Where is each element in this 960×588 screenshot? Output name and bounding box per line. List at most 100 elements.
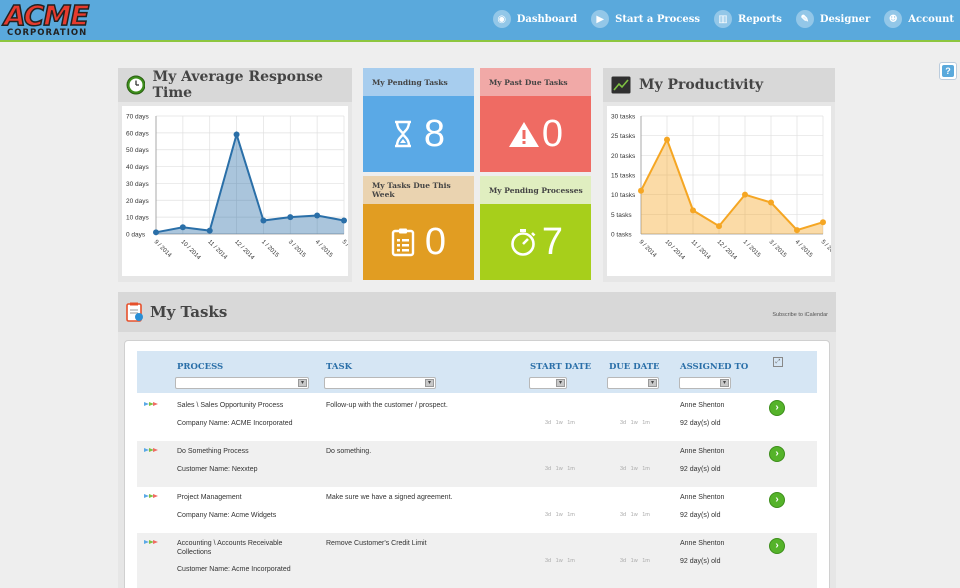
panel-title: My Productivity (639, 77, 764, 93)
process-name[interactable]: Project Management (177, 494, 242, 501)
start-date-shortcuts[interactable]: 3d 1w 1m (545, 466, 575, 472)
task-name[interactable]: Do something. (326, 448, 372, 455)
due-date-shortcuts[interactable]: 3d 1w 1m (620, 466, 650, 472)
nav-label: Start a Process (615, 13, 700, 25)
priority-icon (144, 494, 158, 498)
help-button[interactable]: ? (939, 62, 957, 80)
table-row[interactable]: Accounting \ Accounts Receivable Collect… (137, 533, 817, 588)
col-task[interactable]: TASK (326, 362, 352, 372)
top-bar: ACME CORPORATION ◉ Dashboard ▶ Start a Pro… (0, 0, 960, 42)
task-age: 92 day(s) old (680, 558, 721, 565)
data-point (820, 219, 826, 226)
tasks-title: My Tasks (150, 303, 228, 321)
data-point (638, 187, 644, 194)
y-tick-label: 15 tasks (611, 173, 636, 180)
series-area (641, 139, 823, 234)
data-point (768, 199, 774, 206)
task-list-icon (126, 302, 143, 322)
table-row[interactable]: Do Something Process Customer Name: Nexx… (137, 441, 817, 487)
x-tick-label: 3 / 2015 (287, 239, 307, 259)
process-name[interactable]: Sales \ Sales Opportunity Process (177, 402, 284, 409)
panel-header: My Average Response Time (118, 68, 352, 102)
col-process[interactable]: PROCESS (177, 362, 224, 372)
tile-value: 0 (424, 221, 447, 263)
due-date-shortcuts[interactable]: 3d 1w 1m (620, 420, 650, 426)
task-filter-input[interactable]: ▾ (324, 377, 436, 389)
tile-label: My Tasks Due This Week (363, 176, 474, 204)
start-date-filter-input[interactable]: ▾ (529, 377, 567, 389)
acme-logo[interactable]: ACME CORPORATION (3, 1, 104, 39)
panel-title: My Average Response Time (152, 69, 323, 101)
task-age: 92 day(s) old (680, 420, 721, 427)
process-filter-input[interactable]: ▾ (175, 377, 309, 389)
x-tick-label: 3 / 2015 (768, 239, 788, 259)
nav-account[interactable]: ☻ Account (884, 10, 954, 28)
filter-icon[interactable]: ▾ (720, 379, 729, 387)
open-task-button[interactable]: › (769, 400, 785, 416)
x-tick-label: 1 / 2015 (260, 239, 280, 259)
y-tick-label: 25 tasks (611, 133, 636, 140)
due-date-shortcuts[interactable]: 3d 1w 1m (620, 512, 650, 518)
task-name[interactable]: Follow-up with the customer / prospect. (326, 402, 448, 409)
data-point (206, 227, 213, 234)
tile-body: 7 (480, 204, 591, 280)
start-date-shortcuts[interactable]: 3d 1w 1m (545, 512, 575, 518)
table-row[interactable]: Sales \ Sales Opportunity Process Compan… (137, 395, 817, 441)
data-point (716, 223, 722, 230)
x-tick-label: 10 / 2014 (664, 239, 686, 261)
assignee: Anne Shenton (680, 448, 725, 455)
filter-icon[interactable]: ▾ (556, 379, 565, 387)
start-date-shortcuts[interactable]: 3d 1w 1m (545, 420, 575, 426)
due-date-shortcuts[interactable]: 3d 1w 1m (620, 558, 650, 564)
data-point (794, 227, 800, 234)
table-row[interactable]: Project Management Company Name: Acme Wi… (137, 487, 817, 533)
task-name[interactable]: Remove Customer's Credit Limit (326, 540, 427, 547)
tile-value: 7 (541, 221, 564, 263)
col-start-date[interactable]: START DATE (530, 362, 592, 372)
expand-icon[interactable]: ⤢ (773, 357, 783, 367)
process-name[interactable]: Accounting \ Accounts Receivable Collect… (177, 540, 283, 556)
dashboard-icon: ◉ (492, 10, 511, 28)
subscribe-icalendar-link[interactable]: Subscribe to iCalendar (772, 312, 828, 318)
panel-header: My Productivity (603, 68, 835, 102)
tile-pending-processes[interactable]: My Pending Processes 7 (480, 176, 591, 280)
data-point (314, 212, 321, 219)
x-tick-label: 1 / 2015 (742, 239, 762, 259)
y-tick-label: 50 days (126, 147, 150, 154)
x-tick-label: 9 / 2014 (638, 239, 658, 259)
data-point (179, 224, 186, 231)
users-icon: ☻ (884, 10, 903, 28)
col-assigned-to[interactable]: ASSIGNED TO (680, 362, 749, 372)
x-tick-label: 10 / 2014 (179, 239, 201, 261)
y-tick-label: 60 days (126, 130, 150, 137)
assigned-filter-input[interactable]: ▾ (679, 377, 731, 389)
productivity-chart: 0 tasks 5 tasks 10 tasks 15 tasks 20 tasks 25… (607, 106, 831, 276)
x-tick-label: 4 / 2015 (794, 239, 814, 259)
x-tick-label: 12 / 2014 (233, 239, 255, 261)
due-date-filter-input[interactable]: ▾ (607, 377, 659, 389)
nav-label: Reports (738, 13, 782, 25)
nav-dashboard[interactable]: ◉ Dashboard (492, 10, 577, 28)
my-tasks-panel: My Tasks Subscribe to iCalendar PROCESS … (118, 292, 836, 588)
y-tick-label: 70 days (126, 114, 150, 121)
task-name[interactable]: Make sure we have a signed agreement. (326, 494, 453, 501)
col-due-date[interactable]: DUE DATE (609, 362, 660, 372)
process-detail: Customer Name: Acme Incorporated (177, 566, 291, 573)
start-date-shortcuts[interactable]: 3d 1w 1m (545, 558, 575, 564)
tile-due-this-week[interactable]: My Tasks Due This Week 0 (363, 176, 474, 280)
open-task-button[interactable]: › (769, 446, 785, 462)
nav-designer[interactable]: ✎ Designer (795, 10, 870, 28)
nav-start-process[interactable]: ▶ Start a Process (591, 10, 700, 28)
y-tick-label: 0 tasks (611, 232, 632, 239)
clock-icon (126, 75, 145, 95)
filter-icon[interactable]: ▾ (648, 379, 657, 387)
tile-past-due-tasks[interactable]: My Past Due Tasks 0 (480, 68, 591, 172)
open-task-button[interactable]: › (769, 538, 785, 554)
open-task-button[interactable]: › (769, 492, 785, 508)
tile-label: My Past Due Tasks (480, 68, 591, 96)
filter-icon[interactable]: ▾ (425, 379, 434, 387)
filter-icon[interactable]: ▾ (298, 379, 307, 387)
process-name[interactable]: Do Something Process (177, 448, 249, 455)
nav-reports[interactable]: ▥ Reports (714, 10, 782, 28)
tile-pending-tasks[interactable]: My Pending Tasks 8 (363, 68, 474, 172)
